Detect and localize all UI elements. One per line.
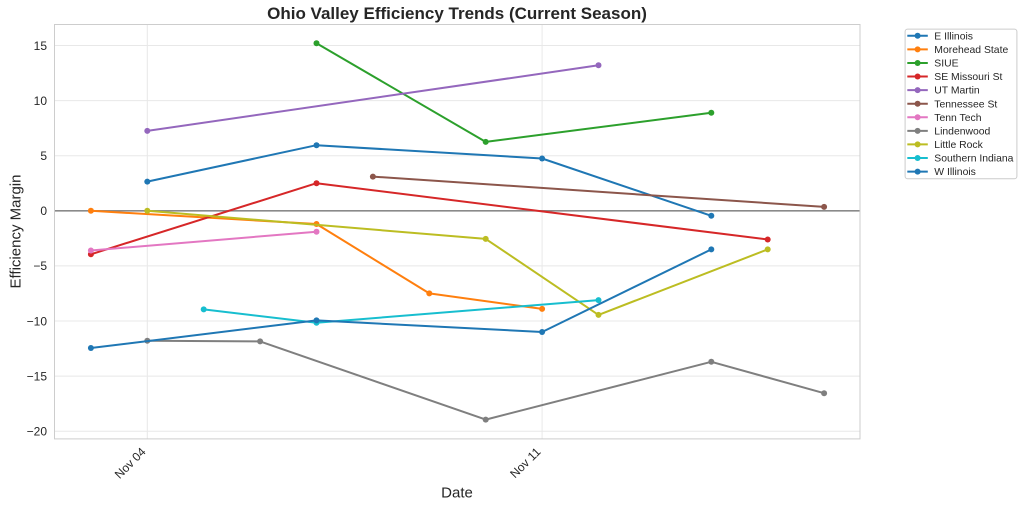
svg-text:E Illinois: E Illinois [934,31,973,42]
svg-text:10: 10 [34,94,48,108]
svg-text:Tennessee St: Tennessee St [934,99,997,110]
svg-text:Efficiency Margin: Efficiency Margin [8,175,25,289]
svg-text:5: 5 [40,149,47,163]
svg-text:Little Rock: Little Rock [934,140,983,151]
svg-text:−15: −15 [27,369,48,383]
svg-text:Lindenwood: Lindenwood [934,127,990,138]
svg-text:−20: −20 [27,425,48,439]
svg-text:Ohio Valley Efficiency Trends: Ohio Valley Efficiency Trends (Current S… [267,4,647,23]
svg-text:SE Missouri St: SE Missouri St [934,72,1002,83]
svg-text:W Illinois: W Illinois [934,167,976,178]
svg-text:UT Martin: UT Martin [934,86,980,97]
svg-text:Tenn Tech: Tenn Tech [934,113,981,124]
svg-text:SIUE: SIUE [934,59,958,70]
svg-text:−5: −5 [33,259,47,273]
svg-text:Morehead State: Morehead State [934,45,1008,56]
svg-text:−10: −10 [27,314,48,328]
svg-text:Date: Date [441,485,473,502]
svg-text:0: 0 [40,204,47,218]
svg-text:Southern Indiana: Southern Indiana [934,154,1013,165]
svg-text:15: 15 [34,39,48,53]
